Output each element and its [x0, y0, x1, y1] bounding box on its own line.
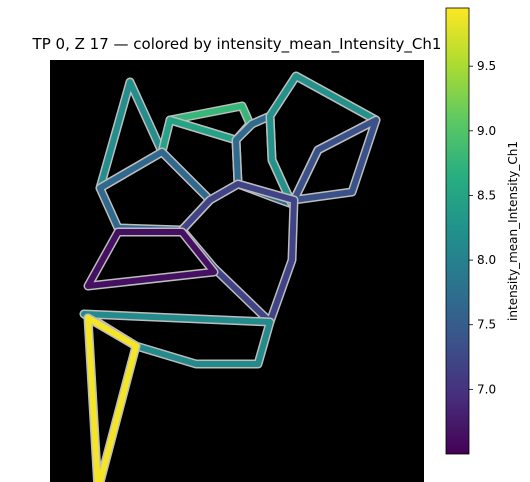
- colorbar-tick-label: 7.0: [477, 382, 496, 396]
- cell-outline-lower-left-cell: [85, 229, 217, 289]
- colorbar-tick-label: 8.5: [477, 188, 496, 202]
- colorbar-tick-label: 9.5: [477, 59, 496, 73]
- cell-outlines: [79, 71, 381, 482]
- colorbar-tick-label: 7.5: [477, 318, 496, 332]
- colorbar-tick-label: 8.0: [477, 253, 496, 267]
- colorbar-ticks: 7.0 7.5 8.0 8.5 9.0 9.5: [469, 59, 496, 396]
- colorbar: [445, 7, 470, 455]
- colorbar-label: intensity_mean_Intensity_Ch1: [506, 141, 520, 321]
- cell-outline-center-large-cell: [179, 181, 297, 325]
- chart-title: TP 0, Z 17 — colored by intensity_mean_I…: [32, 35, 442, 54]
- colorbar-tick-label: 9.0: [477, 124, 496, 138]
- cell-outline-bottom-left-triangle: [85, 315, 139, 482]
